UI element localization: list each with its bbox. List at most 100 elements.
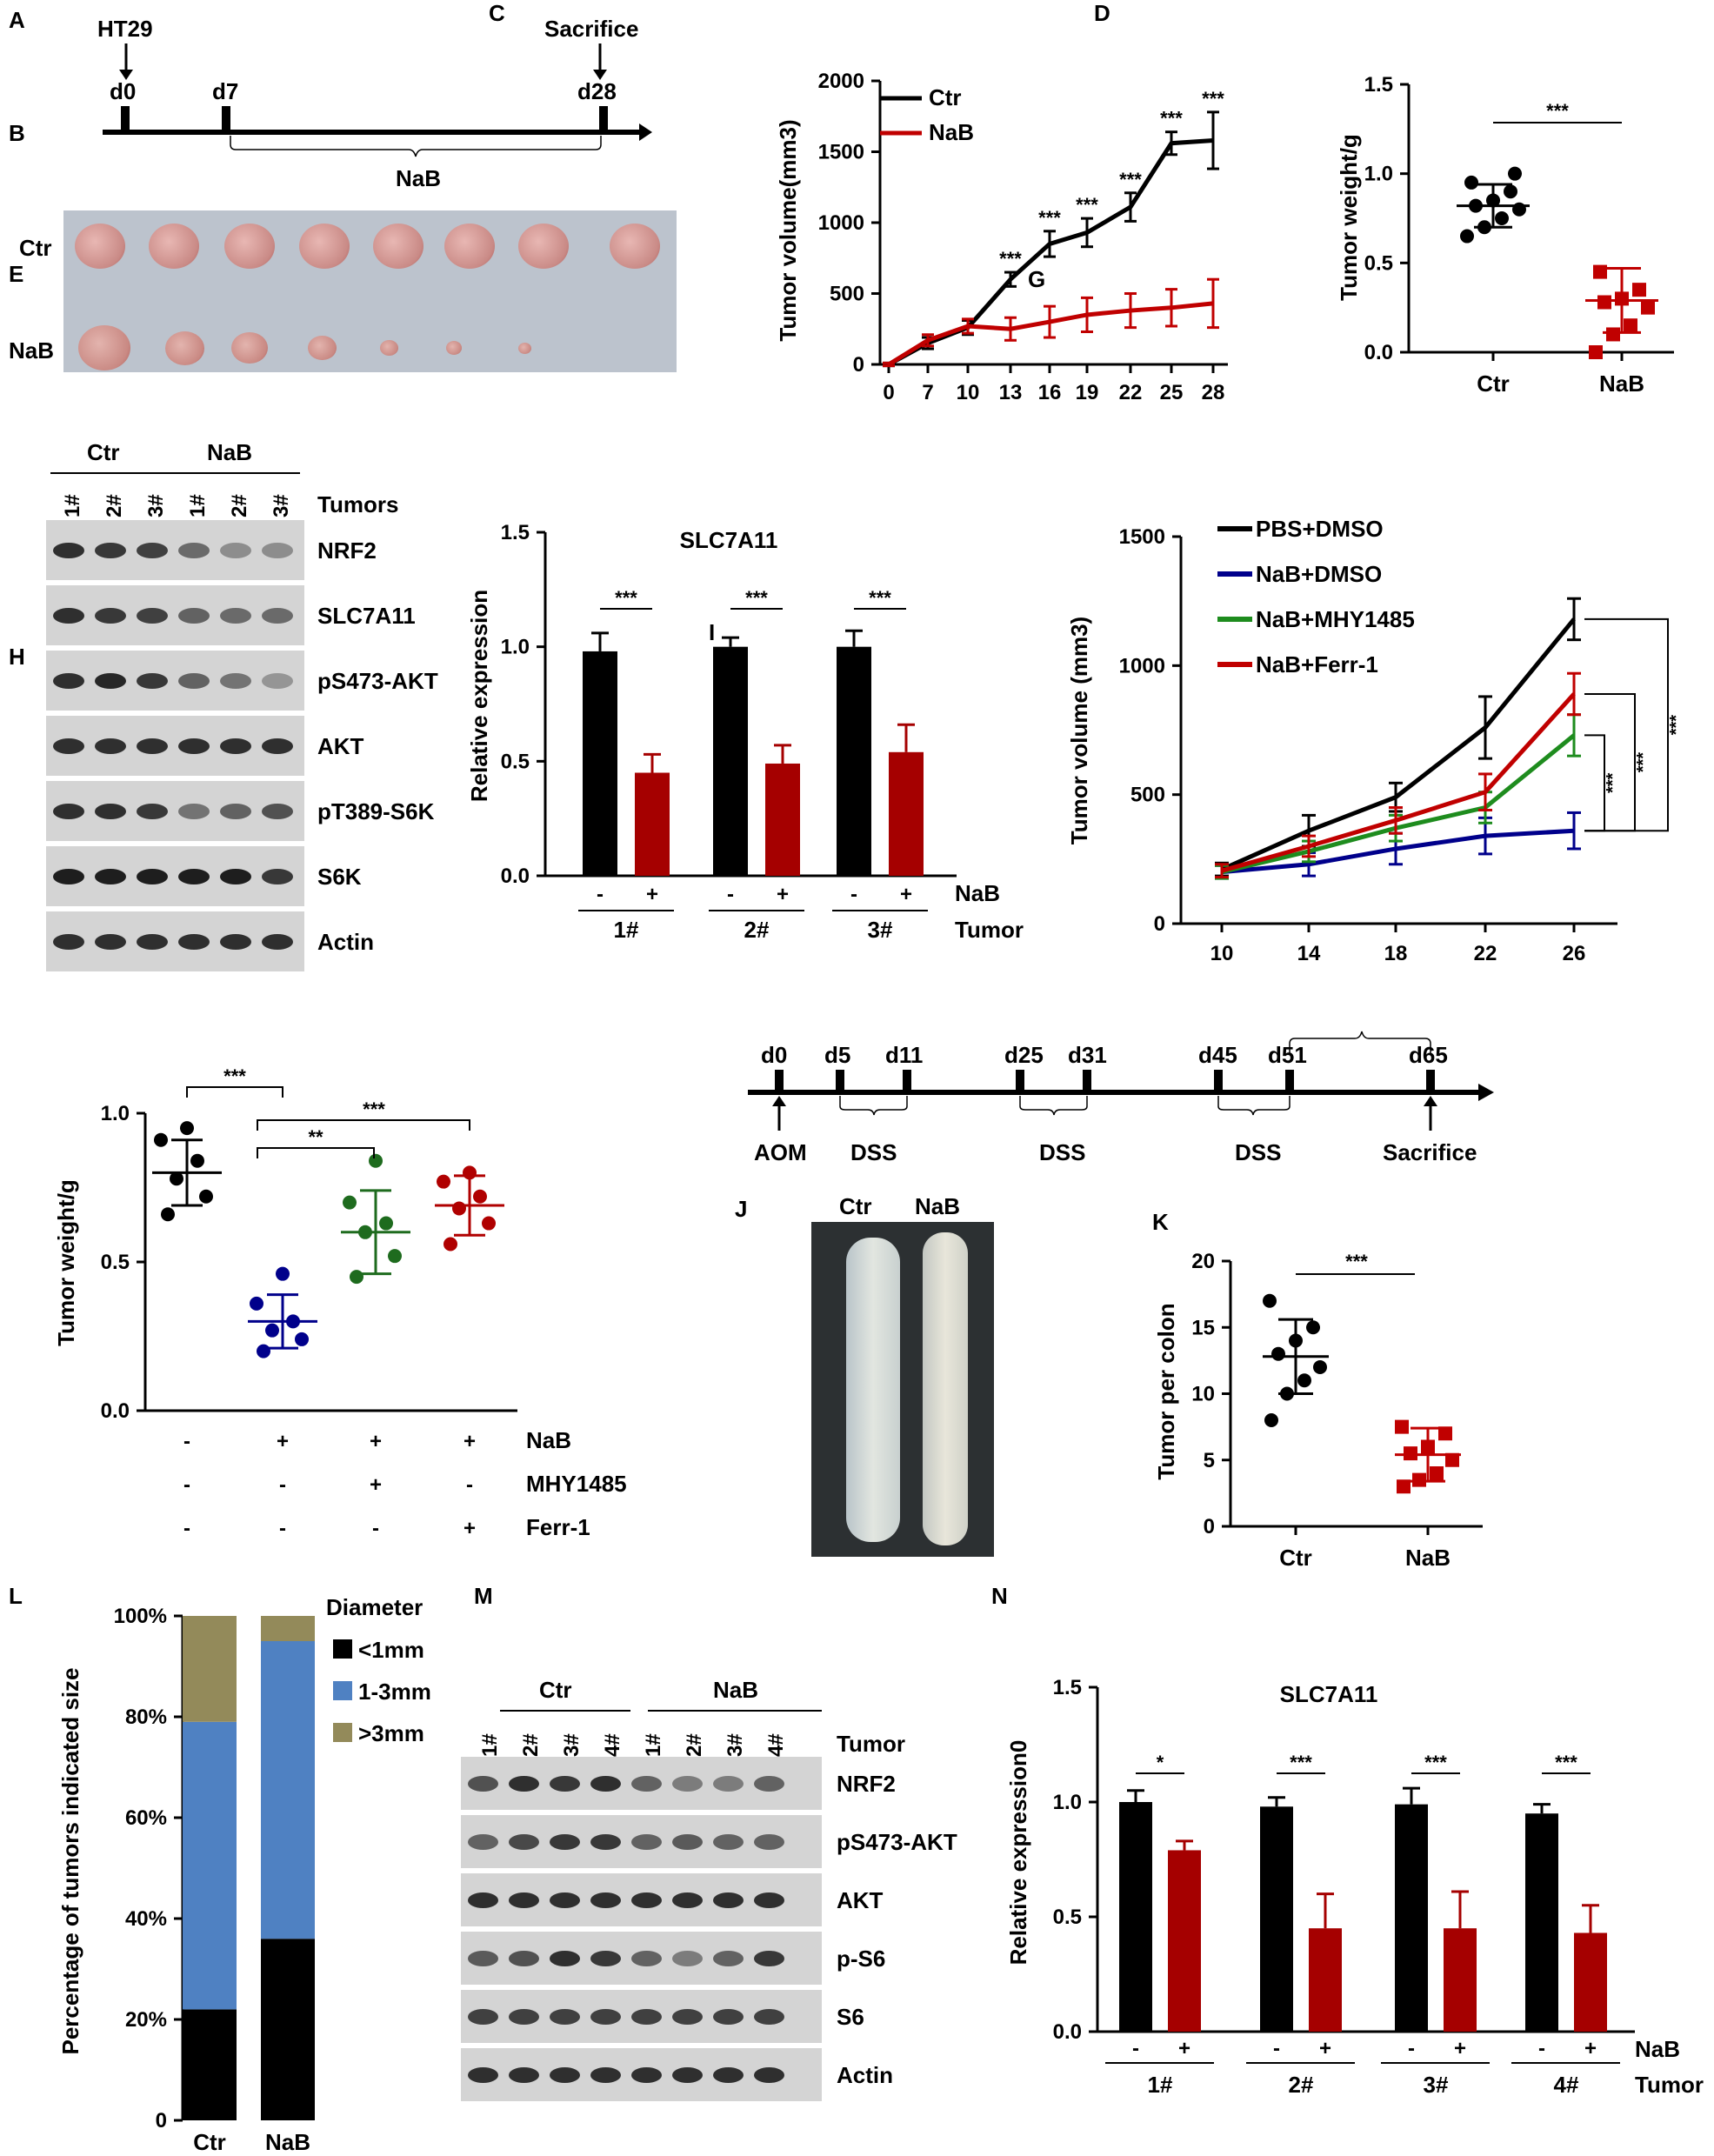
panel-b-nab-tumor	[164, 330, 204, 365]
panel-a-day-7: d7	[212, 78, 239, 104]
panel-d-y-tick-label: 0.5	[1364, 251, 1393, 275]
panel-m-band	[468, 2066, 498, 2083]
panel-e-group-label: NaB	[207, 439, 253, 465]
panel-d-point	[1464, 175, 1478, 190]
panel-d-point	[1486, 193, 1500, 208]
panel-b-nab-tumor	[78, 325, 130, 370]
panel-m-blot-label: Actin	[837, 2061, 893, 2088]
panel-m-band	[550, 1833, 580, 1850]
panel-e-band	[53, 803, 84, 819]
panel-f-y-tick-label: 0.5	[501, 750, 530, 773]
panel-label-n: N	[991, 1583, 1008, 1609]
panel-e-blot-label: SLC7A11	[317, 602, 416, 629]
panel-l-bar-segment	[183, 1721, 237, 2010]
panel-label-e: E	[9, 261, 24, 287]
panel-c-y-label: Tumor volume(mm3)	[775, 119, 801, 341]
panel-k-point	[1404, 1446, 1417, 1461]
panel-i-day-25: d25	[1004, 1042, 1044, 1068]
panel-h-point	[343, 1195, 357, 1210]
panel-g-legend-label: PBS+DMSO	[1256, 516, 1384, 542]
panel-m-lane-label: 3#	[724, 1733, 747, 1757]
panel-e-group-underline	[178, 472, 300, 474]
panel-k-y-tick-label: 10	[1191, 1383, 1215, 1406]
panel-d-point	[1512, 202, 1526, 217]
panel-e-band	[95, 933, 126, 950]
panel-g-legend-label: NaB+Ferr-1	[1256, 651, 1378, 678]
panel-n-y-tick-label: 1.0	[1053, 1791, 1082, 1814]
panel-f-title: SLC7A11	[680, 527, 778, 553]
panel-e-band	[220, 607, 251, 624]
panel-h-y-tick-label: 0.5	[101, 1251, 130, 1274]
panel-l-y-tick-label: 80%	[125, 1705, 167, 1729]
panel-n-sign: -	[1273, 2037, 1280, 2060]
panel-k-point	[1289, 1333, 1303, 1348]
panel-label-i: I	[709, 619, 716, 645]
panel-l-y-tick-label: 20%	[125, 2008, 167, 2032]
panel-m-band	[468, 1950, 498, 1966]
panel-b-row-nab: NaB	[9, 337, 55, 364]
panel-g-y-tick-label: 500	[1130, 784, 1165, 807]
panel-e-lane-label: 1#	[186, 494, 210, 517]
panel-k-point	[1438, 1426, 1452, 1441]
panel-d-point	[1593, 264, 1607, 279]
panel-j-colon-photo	[811, 1222, 994, 1557]
panel-m-band	[672, 1950, 703, 1966]
panel-m-band	[672, 1833, 703, 1850]
panel-label-b: B	[9, 120, 25, 146]
panel-e-band	[137, 868, 168, 884]
panel-label-k: K	[1152, 1209, 1169, 1235]
panel-d-point	[1477, 220, 1491, 235]
panel-m-band	[672, 2008, 703, 2025]
panel-h-point	[482, 1216, 496, 1231]
panel-m-band	[509, 1775, 539, 1792]
panel-c-significance: ***	[1160, 108, 1183, 130]
panel-c-x-tick-label: 0	[883, 381, 894, 404]
panel-k-y-tick-label: 0	[1204, 1515, 1215, 1539]
panel-m-lane-label: 4#	[764, 1733, 788, 1757]
panel-l-legend-label: <1mm	[358, 1637, 424, 1663]
panel-e-band	[220, 933, 251, 950]
panel-h-point	[369, 1153, 383, 1168]
panel-c-series-line	[887, 301, 1214, 367]
panel-a-day-0: d0	[110, 78, 137, 104]
panel-e-band	[178, 607, 210, 624]
panel-f-sign: -	[597, 883, 604, 906]
panel-n-y-tick-label: 1.5	[1053, 1676, 1082, 1699]
panel-e-group-underline	[50, 472, 181, 474]
panel-i-day-5: d5	[824, 1042, 851, 1068]
panel-k-x-tick-label: NaB	[1405, 1545, 1451, 1571]
panel-i-day-65: d65	[1409, 1042, 1448, 1068]
panel-m-band	[754, 2008, 784, 2025]
panel-e-band	[262, 738, 293, 754]
panel-d-y-tick-label: 1.0	[1364, 163, 1393, 186]
panel-m-band	[631, 1892, 662, 1908]
panel-g-x-tick-label: 10	[1210, 942, 1234, 965]
panel-h-significance: **	[308, 1126, 323, 1148]
panel-l-y-tick-label: 60%	[125, 1806, 167, 1830]
panel-h-sign: -	[183, 1473, 190, 1497]
panel-c-significance: ***	[1076, 194, 1098, 216]
panel-m-band	[713, 1833, 744, 1850]
panel-m-band	[590, 2066, 621, 2083]
panel-j-nab-colon	[923, 1232, 968, 1545]
panel-m-band	[468, 2008, 498, 2025]
panel-c-x-tick-label: 10	[957, 381, 980, 404]
panel-m-group-underline	[500, 1710, 630, 1712]
panel-h-sign: +	[464, 1430, 476, 1453]
panel-n-sign: +	[1584, 2037, 1597, 2060]
panel-m-lane-label: 4#	[601, 1733, 624, 1757]
panel-h-point	[473, 1189, 487, 1204]
panel-l-y-tick-label: 0	[156, 2109, 167, 2133]
panel-m-band	[672, 1892, 703, 1908]
panel-e-lane-label: 1#	[61, 494, 84, 517]
panel-f-group-label: 2#	[744, 917, 770, 943]
panel-m-band	[672, 2066, 703, 2083]
panel-e-lane-label: 3#	[144, 494, 168, 517]
panel-e-band	[95, 868, 126, 884]
panel-m-lane-label: 1#	[642, 1733, 665, 1757]
panel-e-band	[178, 803, 210, 819]
panel-d-y-tick-label: 1.5	[1364, 73, 1393, 97]
panel-d-point	[1504, 184, 1517, 199]
panel-h-point	[250, 1296, 263, 1311]
panel-n-y-label: Relative expression0	[1005, 1740, 1031, 1966]
